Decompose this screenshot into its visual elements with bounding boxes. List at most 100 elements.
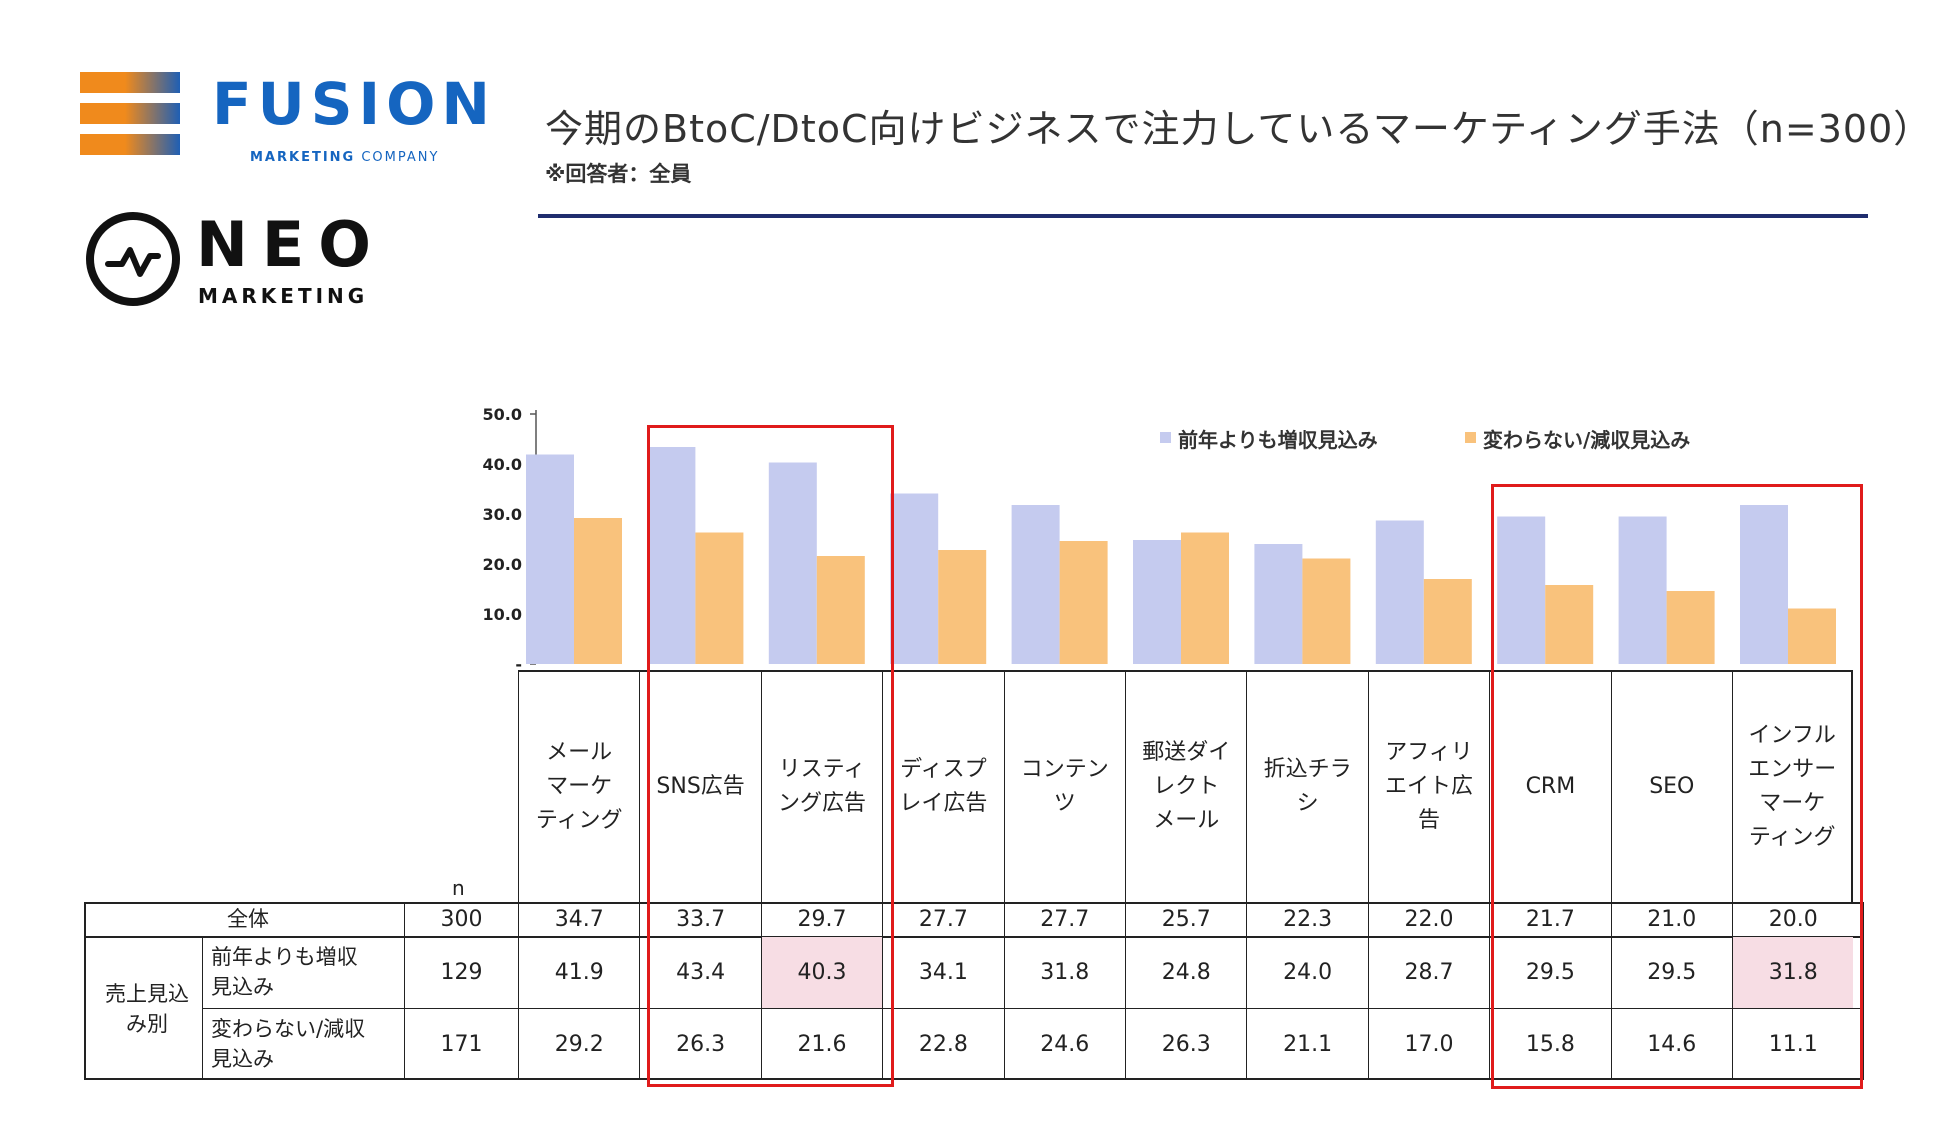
category-header-label: SNS広告 xyxy=(656,774,745,799)
category-header-label: SEO xyxy=(1649,774,1695,799)
table-row-divider xyxy=(202,1008,1864,1009)
highlight-box-sns-listing xyxy=(647,425,894,1087)
bar-increase xyxy=(1254,544,1303,664)
bar-flat-decrease xyxy=(695,532,744,664)
bar-increase xyxy=(1618,516,1667,664)
table-cell: 29.5 xyxy=(1489,937,1610,1008)
y-tick-label: 20.0 xyxy=(483,555,522,574)
category-header: アフィリ エイト広 告 xyxy=(1367,670,1490,902)
category-header: メール マーケ ティング xyxy=(518,670,640,902)
bar-flat-decrease xyxy=(938,550,987,664)
table-row-divider xyxy=(202,936,1864,938)
category-header-label: メール マーケ ティング xyxy=(535,740,623,833)
table-cell: 24.8 xyxy=(1125,937,1246,1008)
category-header-label: アフィリ エイト広 告 xyxy=(1384,740,1473,833)
y-tick-label: - xyxy=(515,655,522,674)
row-n: 171 xyxy=(404,1008,518,1080)
table-cell: 29.5 xyxy=(1610,937,1732,1008)
table-cell: 25.7 xyxy=(1125,902,1246,936)
table-cell: 24.0 xyxy=(1246,937,1367,1008)
bar-flat-decrease xyxy=(1666,591,1715,664)
bar-flat-decrease xyxy=(1181,532,1229,664)
fusion-logo-mark xyxy=(80,72,180,165)
table-cell: 27.7 xyxy=(882,902,1003,936)
bar-increase xyxy=(768,462,817,664)
category-header-label: ディスプ レイ広告 xyxy=(899,757,988,816)
bar-flat-decrease xyxy=(1788,608,1836,664)
bar-flat-decrease xyxy=(574,518,622,664)
table-cell: 33.7 xyxy=(639,902,760,936)
table-cell: 31.8 xyxy=(1732,937,1854,1008)
table-cell: 21.1 xyxy=(1246,1009,1367,1080)
y-tick-label: 30.0 xyxy=(483,505,522,524)
legend-swatch xyxy=(1160,432,1171,443)
table-cell: 43.4 xyxy=(639,937,760,1008)
table-cell: 21.6 xyxy=(760,1009,882,1080)
bar-increase xyxy=(1497,516,1546,664)
fusion-logo-sub: MARKETING COMPANY xyxy=(250,150,440,165)
table-cell: 22.8 xyxy=(882,1009,1003,1080)
row-n: 129 xyxy=(404,936,518,1008)
table-row-divider xyxy=(84,902,1864,904)
y-tick-label: 10.0 xyxy=(483,605,522,624)
table-cell: 22.0 xyxy=(1367,902,1489,936)
table-cell: 31.8 xyxy=(1003,937,1125,1008)
table-cell: 40.3 xyxy=(760,937,883,1008)
legend-swatch xyxy=(1465,432,1476,443)
legend-label: 変わらない/減収見込み xyxy=(1483,428,1690,452)
table-cell: 15.8 xyxy=(1489,1009,1610,1080)
table-cell: 20.0 xyxy=(1732,902,1853,936)
n-column-header: n xyxy=(452,876,465,900)
bar-increase xyxy=(647,447,696,664)
bar-flat-decrease xyxy=(1423,579,1472,664)
bar-increase xyxy=(1375,520,1424,664)
category-header-label: CRM xyxy=(1525,774,1576,799)
bar-flat-decrease xyxy=(1545,585,1594,664)
category-header: 折込チラ シ xyxy=(1246,670,1368,902)
category-header: コンテン ツ xyxy=(1003,670,1125,902)
category-header: SNS広告 xyxy=(639,670,761,902)
category-header-label: インフル エンサー マーケ ティング xyxy=(1748,723,1837,850)
table-cell: 29.7 xyxy=(760,902,882,936)
category-header: CRM xyxy=(1489,670,1611,902)
neo-logo-mark xyxy=(86,212,180,306)
table-cell: 11.1 xyxy=(1732,1009,1853,1080)
title-rule xyxy=(538,214,1868,218)
table-cell: 22.3 xyxy=(1246,902,1367,936)
highlight-box-crm-seo-influencer xyxy=(1491,484,1863,1089)
table-cell: 24.6 xyxy=(1003,1009,1125,1080)
table-cell: 34.1 xyxy=(882,937,1003,1008)
table-cell: 29.2 xyxy=(518,1009,639,1080)
neo-logo-sub: MARKETING xyxy=(198,284,369,308)
row-label: 前年よりも増収 見込み xyxy=(202,936,404,1008)
table-cell: 41.9 xyxy=(518,937,639,1008)
group-label: 売上見込 み別 xyxy=(84,936,202,1080)
bar-flat-decrease xyxy=(1059,541,1108,664)
category-header-label: リスティ ング広告 xyxy=(777,757,866,816)
bar-increase xyxy=(1740,505,1788,664)
page-title: 今期のBtoC/DtoC向けビジネスで注力しているマーケティング手法（n=300… xyxy=(545,107,1933,151)
table-cell: 28.7 xyxy=(1367,937,1489,1008)
category-header-label: コンテン ツ xyxy=(1020,757,1109,816)
table-cell: 14.6 xyxy=(1610,1009,1732,1080)
category-header: リスティ ング広告 xyxy=(760,670,883,902)
bar-increase xyxy=(890,493,939,664)
category-header: SEO xyxy=(1610,670,1732,902)
table-cell: 34.7 xyxy=(518,902,639,936)
page-subtitle: ※回答者：全員 xyxy=(545,162,692,186)
table-cell: 26.3 xyxy=(1125,1009,1246,1080)
bar-increase xyxy=(526,454,574,664)
row-label: 全体 xyxy=(227,907,269,931)
y-tick-label: 40.0 xyxy=(483,455,522,474)
table-cell: 26.3 xyxy=(639,1009,760,1080)
row-n: 300 xyxy=(404,902,518,936)
category-header-label: 郵送ダイ レクト メール xyxy=(1142,740,1231,833)
y-tick-label: 50.0 xyxy=(483,405,522,424)
row-label: 変わらない/減収 見込み xyxy=(202,1008,404,1080)
table-cell: 21.0 xyxy=(1610,902,1732,936)
category-header-label: 折込チラ シ xyxy=(1263,757,1352,816)
bar-flat-decrease xyxy=(1302,558,1351,664)
fusion-logo-name: FUSION xyxy=(212,70,496,138)
table-cell: 27.7 xyxy=(1003,902,1125,936)
